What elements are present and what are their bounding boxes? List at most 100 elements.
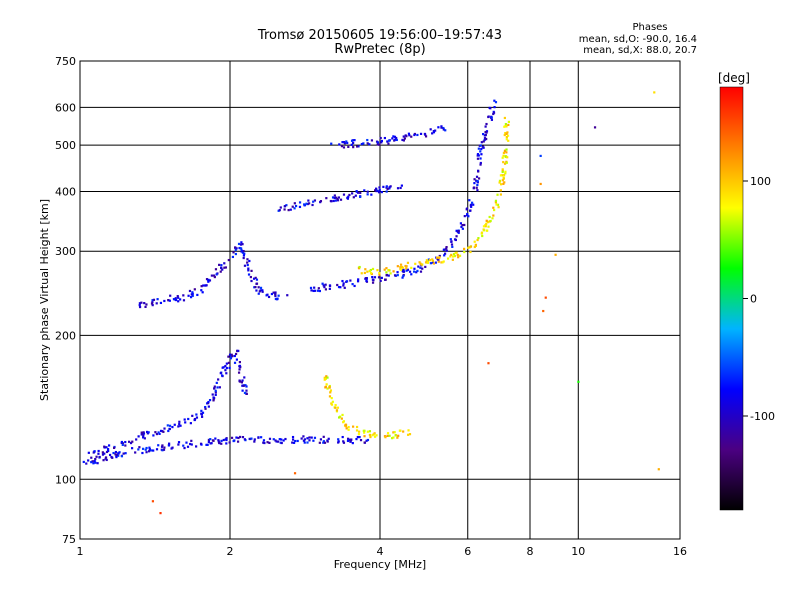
echo-point [355, 437, 358, 441]
echo-point [468, 246, 471, 249]
echo-point [207, 440, 210, 444]
echo-point [120, 455, 124, 458]
echo-point [319, 438, 323, 441]
echo-point [212, 439, 215, 442]
echo-point [208, 279, 212, 282]
echo-point [313, 436, 317, 439]
echo-point [388, 186, 391, 189]
echo-point [204, 284, 207, 287]
echo-point [368, 430, 372, 433]
echo-point [151, 299, 154, 302]
echo-point [349, 440, 352, 443]
echo-point [385, 186, 388, 189]
echo-point [274, 439, 277, 442]
echo-point [200, 289, 203, 292]
echo-point [318, 441, 321, 444]
echo-point [284, 437, 287, 441]
echo-point [277, 440, 280, 443]
echo-point [348, 193, 351, 197]
echo-point [142, 434, 145, 437]
echo-point [347, 439, 350, 442]
echo-point [353, 284, 356, 288]
echo-point [204, 405, 207, 409]
echo-point [451, 245, 454, 248]
echo-point [485, 122, 488, 126]
echo-point [274, 294, 277, 298]
echo-point [214, 389, 217, 392]
echo-point [370, 193, 373, 196]
echo-point [503, 116, 506, 120]
echo-point [324, 386, 327, 389]
echo-point [179, 298, 182, 301]
echo-point [107, 444, 111, 447]
echo-point [215, 381, 218, 384]
echo-point [247, 273, 251, 276]
echo-point [475, 179, 478, 182]
echo-point [469, 209, 472, 212]
echo-point [334, 199, 337, 202]
echo-point [323, 285, 326, 289]
echo-point [280, 438, 283, 441]
echo-point [395, 136, 398, 140]
echo-point [205, 278, 209, 281]
echo-point [105, 446, 108, 449]
echo-point [142, 431, 145, 434]
echo-point [345, 427, 348, 430]
echo-point [225, 438, 228, 442]
echo-point [341, 435, 344, 439]
echo-point [445, 246, 448, 249]
echo-point [352, 146, 355, 149]
echo-point [128, 440, 131, 443]
echo-point [479, 163, 482, 166]
echo-point [291, 435, 295, 439]
echo-point [272, 438, 275, 441]
echo-point [452, 255, 455, 258]
echo-point [220, 266, 223, 269]
echo-point [247, 267, 250, 270]
echo-point [176, 295, 179, 298]
echo-point [146, 430, 149, 434]
echo-point [105, 450, 109, 454]
echo-point [333, 194, 336, 197]
echo-point [272, 291, 275, 294]
echo-point [228, 353, 232, 356]
echo-point [131, 447, 134, 450]
echo-point [457, 230, 460, 233]
echo-point [376, 141, 380, 144]
echo-point [382, 185, 385, 188]
echo-point [117, 454, 120, 457]
echo-point [93, 460, 96, 463]
echo-point [195, 416, 199, 419]
echo-point [291, 441, 294, 444]
echo-point [168, 442, 171, 445]
echo-point [371, 281, 375, 284]
echo-point [233, 361, 237, 364]
echo-point [93, 450, 96, 453]
echo-point [157, 431, 160, 434]
plot-frame [79, 60, 681, 540]
echo-point [485, 219, 488, 222]
echo-point [223, 262, 226, 265]
echo-point [375, 434, 378, 437]
echo-point [214, 391, 217, 394]
echo-point [241, 435, 245, 439]
echo-point [501, 168, 504, 171]
echo-point [328, 386, 331, 389]
echo-point [378, 143, 381, 146]
echo-point [373, 435, 377, 438]
echo-point [351, 283, 354, 286]
echo-point [355, 429, 359, 432]
echo-point [324, 283, 327, 286]
colorbar-tick-label: 100 [750, 175, 771, 188]
echo-point [420, 263, 423, 266]
echo-point [101, 451, 104, 454]
x-axis-label: Frequency [MHz] [334, 558, 426, 571]
echo-point [220, 439, 223, 442]
echo-point [364, 268, 367, 271]
echo-point [408, 270, 412, 273]
echo-point [347, 425, 350, 429]
echo-point [377, 191, 381, 194]
echo-point [502, 151, 506, 154]
echo-point [245, 385, 248, 388]
echo-point [101, 453, 105, 456]
